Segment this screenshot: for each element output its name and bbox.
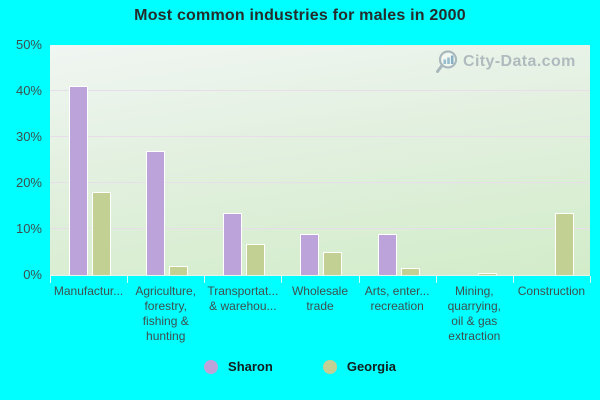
axis-tick bbox=[512, 276, 514, 283]
bar-georgia-3 bbox=[323, 252, 343, 275]
bar-sharon-1 bbox=[146, 150, 166, 275]
x-axis-label-6: Construction bbox=[517, 284, 586, 298]
bar-sharon-3 bbox=[300, 233, 320, 275]
x-axis-label-0: Manufactur... bbox=[53, 284, 124, 298]
axis-tick bbox=[127, 276, 129, 283]
x-axis-label-2: Transportat... & warehou... bbox=[207, 284, 279, 313]
y-axis-label-50: 50% bbox=[15, 37, 42, 52]
y-axis-label-20: 20% bbox=[15, 175, 42, 190]
watermark: City-Data.com bbox=[434, 49, 576, 75]
legend-item-sharon: Sharon bbox=[204, 359, 273, 374]
magnifier-chart-icon bbox=[434, 49, 460, 75]
legend-dot-sharon bbox=[204, 359, 219, 374]
x-axis-label-5: Mining, quarrying, oil & gas extraction bbox=[447, 284, 501, 343]
gridline-10 bbox=[50, 228, 590, 229]
legend-dot-georgia bbox=[322, 359, 337, 374]
gridline-20 bbox=[50, 182, 590, 183]
axis-tick bbox=[204, 276, 206, 283]
bar-georgia-1 bbox=[169, 265, 189, 275]
y-axis-label-10: 10% bbox=[15, 221, 42, 236]
gridline-30 bbox=[50, 136, 590, 137]
gridline-40 bbox=[50, 90, 590, 91]
axis-tick bbox=[281, 276, 283, 283]
bar-georgia-6 bbox=[554, 212, 574, 275]
chart-legend: Sharon Georgia bbox=[0, 359, 600, 374]
bar-georgia-0 bbox=[92, 192, 111, 275]
x-axis-label-4: Arts, enter... recreation bbox=[364, 284, 430, 313]
x-axis-label-1: Agriculture, forestry, fishing & hunting bbox=[135, 284, 197, 343]
legend-item-georgia: Georgia bbox=[322, 359, 396, 374]
bar-sharon-4 bbox=[377, 233, 397, 275]
bar-sharon-0 bbox=[69, 86, 88, 275]
axis-tick bbox=[435, 276, 437, 283]
bar-georgia-2 bbox=[246, 244, 266, 275]
chart-title: Most common industries for males in 2000 bbox=[134, 7, 466, 24]
axis-tick bbox=[50, 276, 51, 283]
y-axis-label-30: 30% bbox=[15, 129, 42, 144]
y-axis-label-0: 0% bbox=[23, 267, 42, 282]
bar-georgia-5 bbox=[477, 273, 497, 275]
legend-label-sharon: Sharon bbox=[228, 359, 273, 374]
axis-tick bbox=[358, 276, 360, 283]
bar-georgia-4 bbox=[400, 268, 420, 275]
watermark-text: City-Data.com bbox=[463, 53, 576, 70]
legend-label-georgia: Georgia bbox=[346, 359, 396, 374]
x-axis-label-3: Wholesale trade bbox=[291, 284, 349, 313]
y-axis-label-40: 40% bbox=[15, 83, 42, 98]
bar-sharon-2 bbox=[223, 212, 243, 275]
plot-area bbox=[50, 45, 590, 276]
axis-tick bbox=[590, 276, 591, 283]
